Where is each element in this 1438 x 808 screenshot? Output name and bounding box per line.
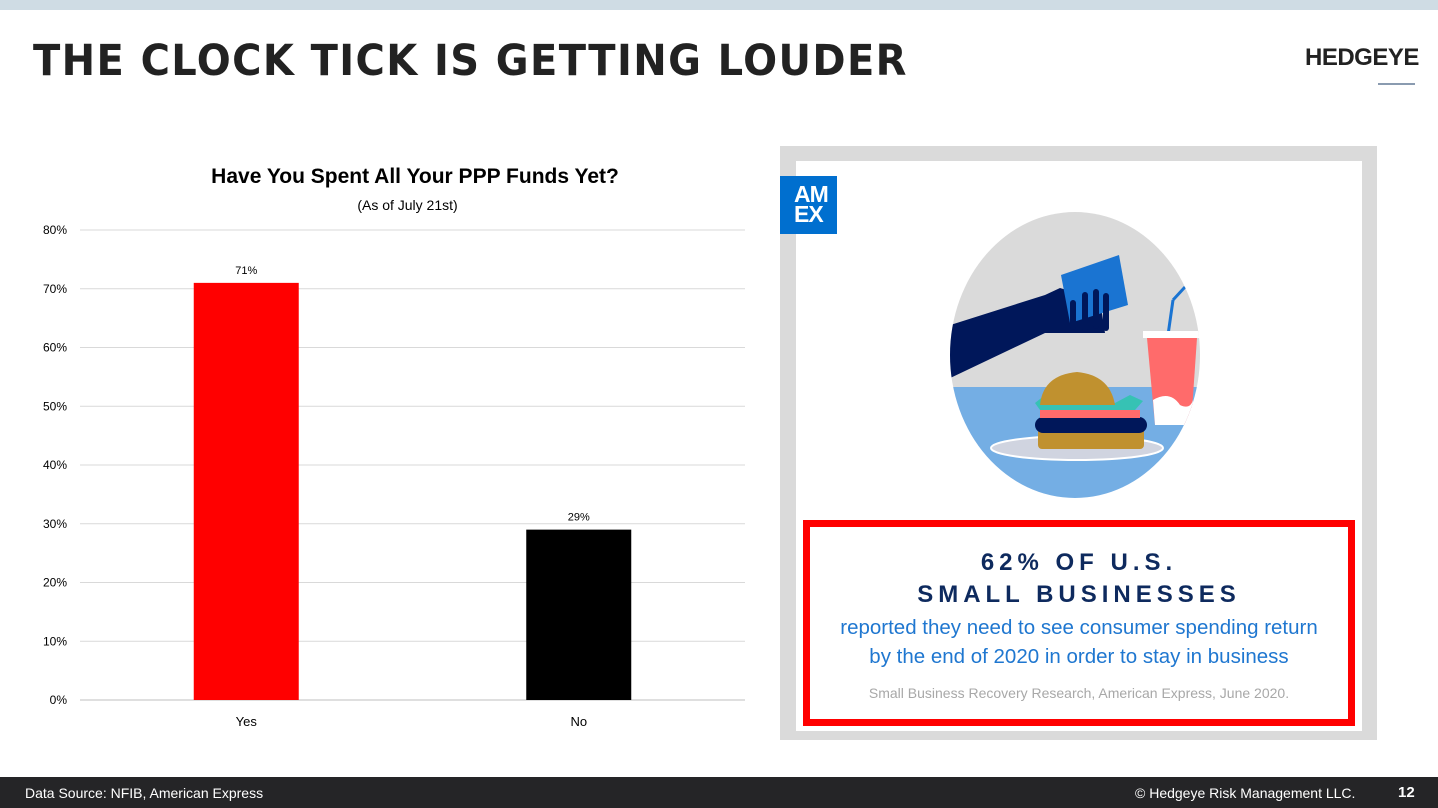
x-tick-label: Yes <box>236 714 258 729</box>
x-tick-label: No <box>570 714 587 729</box>
chart-subtitle: (As of July 21st) <box>357 197 458 213</box>
highlighted-stat-box: 62% OF U.S. SMALL BUSINESSES reported th… <box>803 520 1355 726</box>
y-tick-label: 80% <box>43 223 67 237</box>
y-tick-label: 20% <box>43 576 67 590</box>
data-label: 29% <box>568 512 590 524</box>
footer-bar: Data Source: NFIB, American Express © He… <box>0 777 1438 808</box>
stat-body-line1: reported they need to see consumer spend… <box>840 616 1318 639</box>
bar-chart: 0% 10% 20% 30% 40% 50% 60% 70% 80% 71% Yes 29% No <box>43 223 745 729</box>
logo-underline <box>1378 83 1415 85</box>
y-tick-label: 30% <box>43 517 67 531</box>
page-title: THE CLOCK TICK IS GETTING LOUDER <box>33 36 908 86</box>
stat-headline-line2: SMALL BUSINESSES <box>917 581 1241 608</box>
stat-source: Small Business Recovery Research, Americ… <box>868 685 1290 701</box>
top-accent-bar <box>0 0 1438 10</box>
y-tick-label: 60% <box>43 341 67 355</box>
amex-logo: AM EX <box>780 176 837 234</box>
y-tick-label: 70% <box>43 282 67 296</box>
stat-body-line2: by the end of 2020 in order to stay in b… <box>869 645 1289 668</box>
hedgeye-logo: HEDGEYE <box>1305 44 1419 71</box>
hand-card-burger-illustration <box>950 212 1200 498</box>
bar-no <box>526 529 632 700</box>
bar-yes <box>193 282 299 700</box>
y-tick-label: 40% <box>43 458 67 472</box>
copyright: © Hedgeye Risk Management LLC. <box>1135 785 1356 801</box>
data-source: Data Source: NFIB, American Express <box>25 785 264 801</box>
chart-title: Have You Spent All Your PPP Funds Yet? <box>211 165 619 188</box>
data-label: 71% <box>235 265 257 277</box>
y-tick-label: 50% <box>43 399 67 413</box>
y-tick-label: 0% <box>50 693 68 707</box>
stat-headline-line1: 62% OF U.S. <box>980 549 1178 576</box>
y-tick-label: 10% <box>43 634 67 648</box>
page-number: 12 <box>1398 784 1415 801</box>
